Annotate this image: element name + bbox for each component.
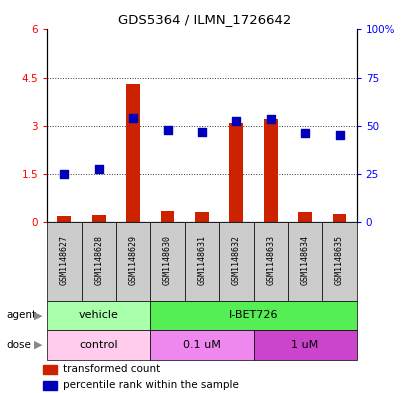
Bar [150, 301, 356, 330]
Text: transformed count: transformed count [63, 364, 160, 374]
Point [164, 127, 171, 133]
Bar [81, 222, 116, 301]
Text: GDS5364 / ILMN_1726642: GDS5364 / ILMN_1726642 [118, 13, 291, 26]
Bar [321, 222, 356, 301]
Text: GSM1148632: GSM1148632 [231, 235, 240, 285]
Bar [126, 84, 140, 222]
Bar [92, 215, 106, 222]
Point [95, 166, 102, 172]
Bar [57, 216, 71, 222]
Bar [229, 123, 243, 222]
Point [232, 118, 239, 124]
Bar [184, 222, 218, 301]
Text: GSM1148631: GSM1148631 [197, 235, 206, 285]
Text: percentile rank within the sample: percentile rank within the sample [63, 380, 238, 391]
Text: GSM1148633: GSM1148633 [265, 235, 274, 285]
Text: dose: dose [6, 340, 31, 350]
Bar [116, 222, 150, 301]
Text: vehicle: vehicle [79, 310, 118, 320]
Point [301, 130, 308, 137]
Bar [43, 365, 56, 373]
Bar [253, 330, 356, 360]
Text: I-BET726: I-BET726 [228, 310, 278, 320]
Point [267, 116, 273, 122]
Text: GSM1148634: GSM1148634 [300, 235, 309, 285]
Bar [150, 222, 184, 301]
Bar [47, 222, 81, 301]
Point [61, 171, 67, 177]
Text: GSM1148635: GSM1148635 [334, 235, 343, 285]
Text: agent: agent [6, 310, 36, 320]
Text: GSM1148630: GSM1148630 [163, 235, 172, 285]
Bar [43, 381, 56, 390]
Bar [218, 222, 253, 301]
Bar [195, 212, 208, 222]
Text: ▶: ▶ [34, 310, 42, 320]
Bar [160, 211, 174, 222]
Bar [287, 222, 321, 301]
Text: GSM1148629: GSM1148629 [128, 235, 137, 285]
Bar [47, 301, 150, 330]
Text: ▶: ▶ [34, 340, 42, 350]
Bar [297, 212, 311, 222]
Point [335, 132, 342, 138]
Text: control: control [79, 340, 118, 350]
Text: 0.1 uM: 0.1 uM [182, 340, 220, 350]
Bar [263, 119, 277, 222]
Text: GSM1148628: GSM1148628 [94, 235, 103, 285]
Text: 1 uM: 1 uM [291, 340, 318, 350]
Text: GSM1148627: GSM1148627 [60, 235, 69, 285]
Bar [150, 330, 253, 360]
Point [198, 129, 204, 136]
Bar [47, 330, 150, 360]
Bar [332, 214, 346, 222]
Bar [253, 222, 287, 301]
Point [130, 115, 136, 121]
